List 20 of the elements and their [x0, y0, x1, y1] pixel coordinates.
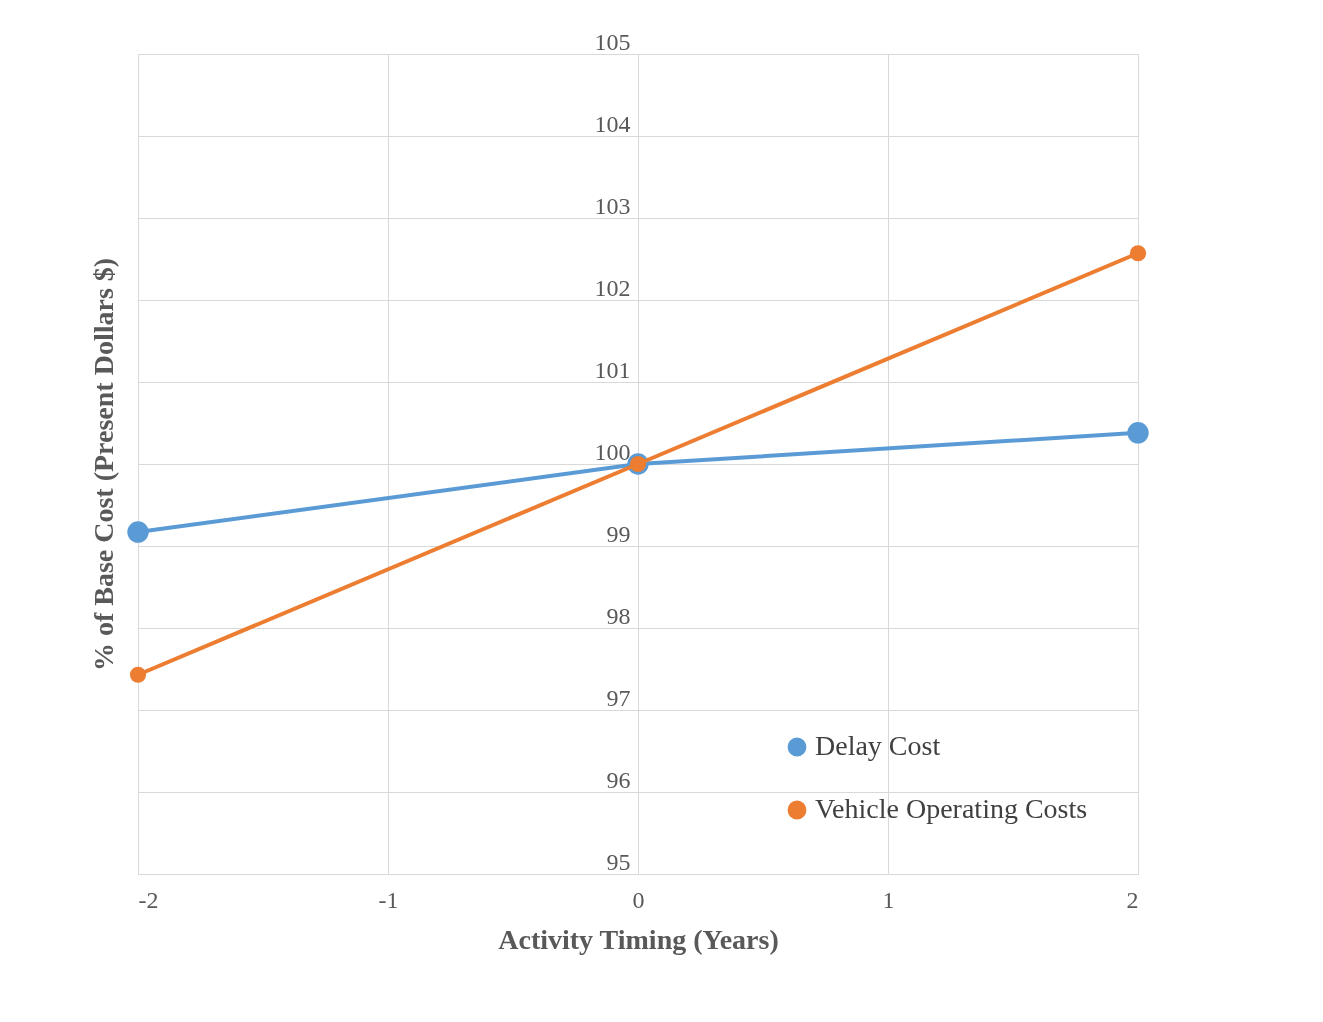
x-tick-label: 0 [632, 886, 645, 913]
y-tick-label: 104 [594, 110, 631, 137]
x-tick-label: -2 [138, 886, 159, 913]
legend-label: Delay Cost [815, 730, 941, 761]
y-tick-label: 98 [606, 602, 631, 629]
legend-label: Vehicle Operating Costs [815, 793, 1088, 824]
y-tick-label: 96 [606, 766, 631, 793]
y-tick-label: 105 [594, 28, 631, 55]
y-axis-title: % of Base Cost (Present Dollars $) [87, 257, 119, 672]
y-tick-label: 95 [606, 848, 631, 875]
y-tick-label: 101 [594, 356, 631, 383]
y-tick-label: 99 [606, 520, 631, 547]
x-tick-label: 2 [1126, 886, 1139, 913]
x-axis-title: Activity Timing (Years) [498, 923, 779, 955]
y-tick-label: 102 [594, 274, 631, 301]
x-tick-label: 1 [882, 886, 895, 913]
x-tick-label: -1 [378, 886, 399, 913]
y-tick-label: 97 [606, 684, 631, 711]
y-tick-label: 100 [594, 438, 631, 465]
y-tick-label: 103 [594, 192, 631, 219]
